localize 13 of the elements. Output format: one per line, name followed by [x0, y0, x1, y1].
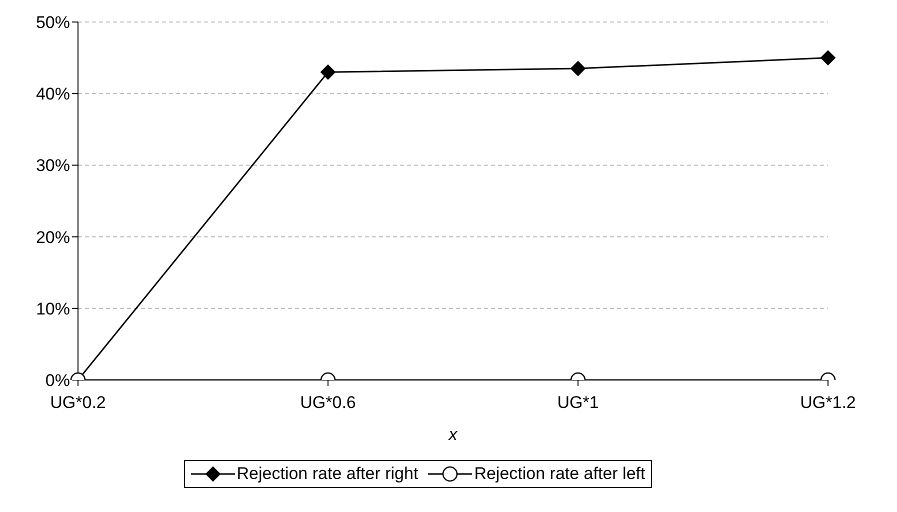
y-tick-label: 0%: [45, 371, 70, 390]
x-tick-label: UG*0.2: [50, 393, 106, 412]
x-tick-label: UG*1.2: [800, 393, 856, 412]
x-tick-label: UG*1: [557, 393, 599, 412]
x-tick-label: UG*0.6: [300, 393, 356, 412]
y-tick-label: 10%: [36, 299, 70, 318]
x-axis-title: x: [448, 425, 458, 444]
y-tick-label: 50%: [36, 13, 70, 32]
legend-label: Rejection rate after right: [236, 464, 418, 484]
y-tick-label: 20%: [36, 228, 70, 247]
y-tick-label: 40%: [36, 84, 70, 104]
legend-label: Rejection rate after left: [474, 464, 646, 484]
y-tick-label: 30%: [36, 156, 70, 176]
